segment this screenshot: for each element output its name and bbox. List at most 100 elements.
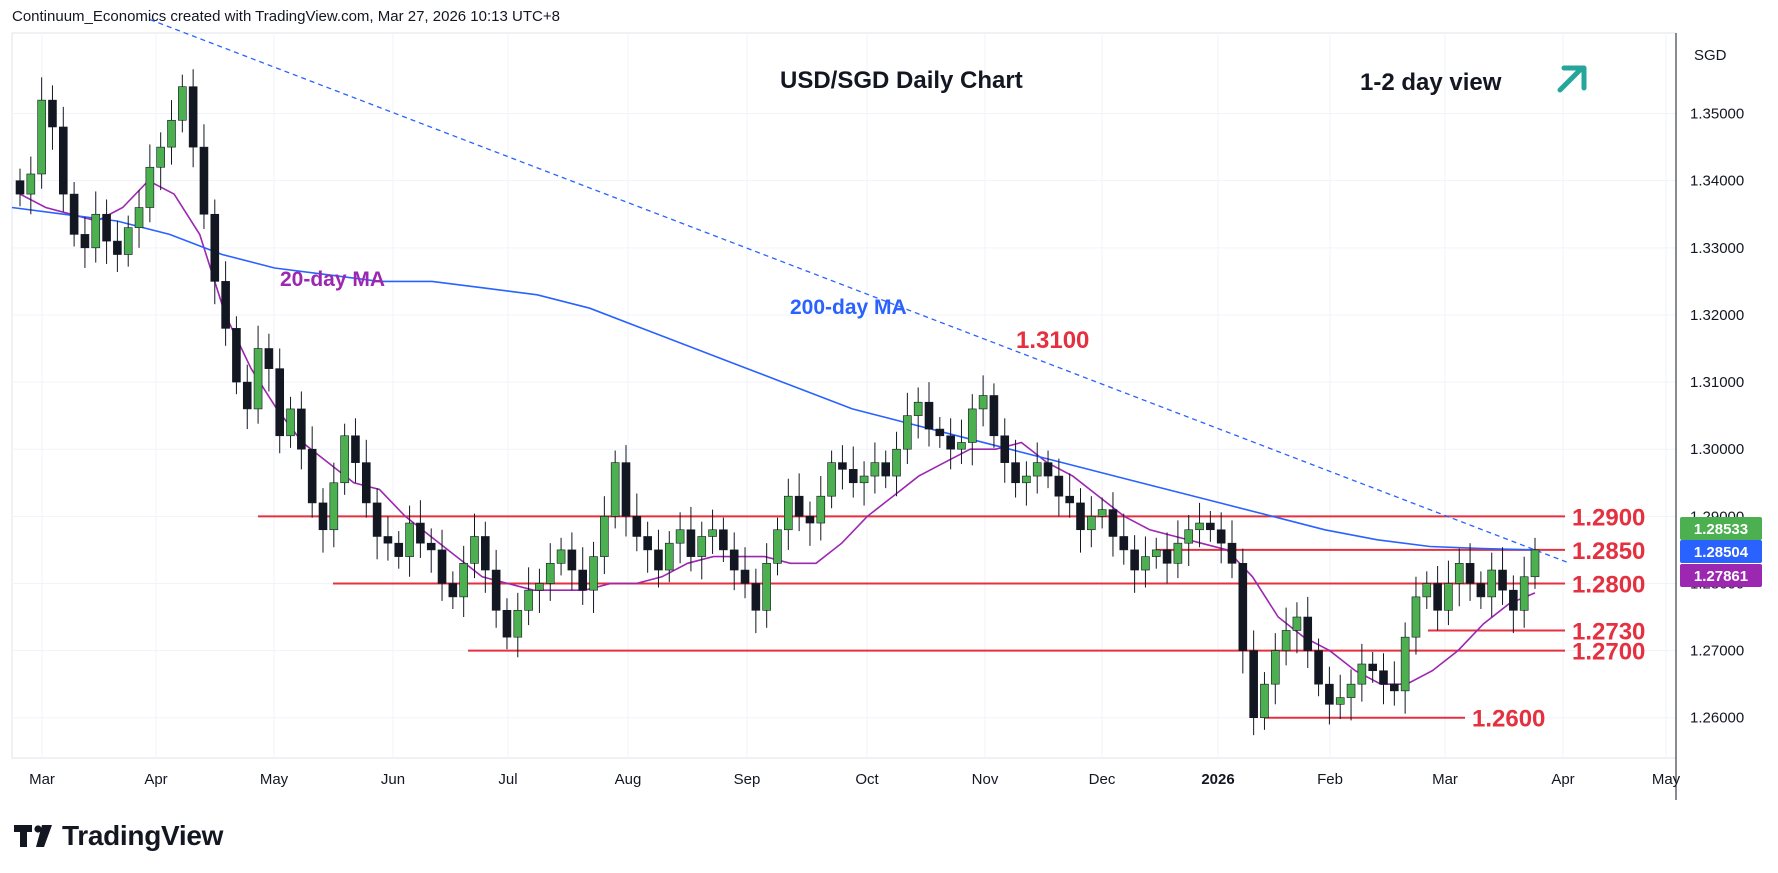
candle[interactable] [80,216,90,268]
candle[interactable] [1476,571,1486,609]
candle[interactable] [935,416,945,448]
candle[interactable] [37,77,46,189]
candle[interactable] [188,69,198,168]
candle[interactable] [567,532,577,591]
candle[interactable] [859,461,869,506]
candle[interactable] [654,529,663,588]
candle[interactable] [892,431,901,497]
candlesticks[interactable] [15,69,1540,736]
candle[interactable] [405,505,414,577]
candle[interactable] [1390,661,1399,706]
candle[interactable] [1411,576,1421,655]
candle[interactable] [307,426,317,518]
candle[interactable] [1227,520,1237,579]
candle[interactable] [1433,566,1442,631]
candle[interactable] [729,532,739,591]
candle[interactable] [827,450,836,509]
candle[interactable] [1076,488,1085,553]
candle[interactable] [221,261,230,346]
candle[interactable] [957,419,966,464]
candle[interactable] [459,545,468,618]
candle[interactable] [167,100,176,165]
candle[interactable] [102,199,111,264]
candle[interactable] [870,442,880,494]
candle[interactable] [145,144,155,223]
candle[interactable] [210,199,220,305]
candle[interactable] [1087,496,1096,548]
candle[interactable] [1281,607,1291,666]
candle[interactable] [1487,552,1497,618]
candle[interactable] [1498,547,1507,605]
candle[interactable] [686,506,696,572]
candle[interactable] [545,543,555,601]
candle[interactable] [1379,653,1388,705]
candle[interactable] [340,423,349,495]
candle[interactable] [675,512,685,564]
candle[interactable] [762,543,771,628]
candle[interactable] [1292,602,1302,654]
candle[interactable] [1454,548,1464,607]
candle[interactable] [383,516,393,561]
candle[interactable] [632,493,642,552]
candle[interactable] [578,547,588,605]
candle[interactable] [1400,622,1410,714]
candle[interactable] [69,182,79,247]
candle[interactable] [1422,571,1432,609]
candle[interactable] [1173,520,1183,579]
candle[interactable] [794,473,804,532]
candle[interactable] [924,382,934,447]
candle[interactable] [1043,450,1053,489]
candle[interactable] [394,531,404,569]
candle[interactable] [1162,532,1172,584]
candle[interactable] [329,462,339,548]
candle[interactable] [1519,556,1529,628]
candle[interactable] [1368,651,1377,683]
candle[interactable] [1065,473,1074,518]
candle[interactable] [426,528,436,573]
candle[interactable] [589,541,598,613]
candle[interactable] [1130,535,1139,593]
candle[interactable] [1206,510,1215,542]
candle[interactable] [903,392,912,464]
candle[interactable] [1303,596,1313,669]
candle[interactable] [1151,537,1161,569]
candle[interactable] [913,387,923,439]
candle[interactable] [58,106,68,212]
candle[interactable] [1216,512,1226,564]
candle[interactable] [502,598,512,650]
candle[interactable] [1335,674,1345,720]
candle[interactable] [1325,666,1334,725]
candle[interactable] [156,132,165,191]
candle[interactable] [178,74,187,133]
candle[interactable] [1054,458,1064,517]
candle[interactable] [275,348,285,454]
candle[interactable] [664,531,674,583]
candle[interactable] [15,168,25,207]
candle[interactable] [838,445,847,490]
candle[interactable] [524,567,533,626]
candle[interactable] [113,220,122,272]
candle[interactable] [946,418,955,470]
candle[interactable] [967,394,977,466]
candle[interactable] [773,517,782,576]
candle[interactable] [1357,643,1367,702]
candle[interactable] [978,375,988,427]
candle[interactable] [91,191,101,263]
candle[interactable] [708,509,717,554]
candle[interactable] [1184,514,1194,567]
candle[interactable] [535,568,544,613]
candle[interactable] [513,592,523,658]
candle[interactable] [1022,461,1031,506]
candle[interactable] [134,190,144,248]
candle[interactable] [1097,497,1107,529]
candle[interactable] [848,446,858,498]
candle[interactable] [1465,543,1475,601]
candle[interactable] [1530,537,1540,589]
candle[interactable] [621,445,631,537]
candle[interactable] [1346,669,1356,721]
candle[interactable] [481,521,490,593]
candle[interactable] [1119,513,1129,565]
candle[interactable] [989,383,999,448]
candle[interactable] [881,450,891,489]
candle[interactable] [1444,560,1453,626]
